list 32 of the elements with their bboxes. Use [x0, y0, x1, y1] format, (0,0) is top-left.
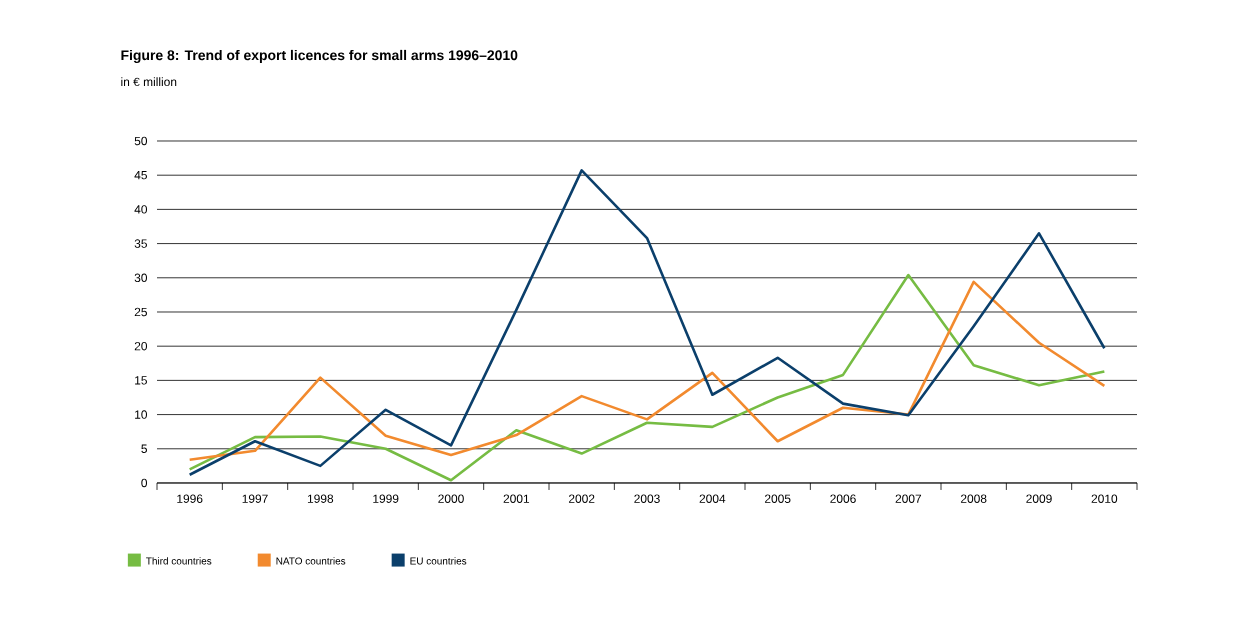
y-tick-label: 10: [135, 410, 148, 419]
x-tick-label: 1996: [177, 494, 203, 503]
x-tick-label: 1999: [373, 494, 399, 503]
x-tick-label: 2001: [503, 494, 530, 503]
x-tick-label: 2006: [830, 494, 856, 503]
y-tick-label: 50: [134, 136, 148, 146]
y-tick-label: 5: [141, 444, 147, 453]
legend-label: EU countries: [410, 557, 467, 565]
chart-title: Figure 8: Trend of export licences for small arms 1996–2010: [121, 49, 518, 63]
x-tick-label: 2009: [1026, 494, 1052, 503]
y-tick-label: 40: [134, 205, 148, 214]
chart-subtitle: in € million: [121, 77, 177, 87]
y-tick-label: 45: [134, 171, 147, 180]
y-tick-label: 30: [134, 273, 148, 283]
x-tick-label: 1998: [307, 494, 334, 503]
y-tick-label: 35: [134, 239, 147, 248]
x-tick-label: 2002: [568, 494, 595, 503]
x-tick-label: 2008: [960, 494, 987, 503]
line-series: [188, 169, 1106, 477]
y-tick-label: 0: [141, 478, 148, 488]
x-tick-label: 2007: [895, 494, 922, 503]
y-tick-label: 15: [135, 376, 147, 385]
x-tick-label: 1997: [242, 494, 268, 503]
x-tick-label: 2010: [1091, 494, 1118, 503]
x-tick-label: 2000: [438, 494, 464, 503]
x-tick-label: 2003: [634, 494, 660, 503]
legend-label: NATO countries: [276, 557, 346, 565]
x-tick-label: 2005: [764, 494, 791, 503]
x-tick-label: 2004: [699, 494, 726, 503]
y-tick-label: 20: [134, 341, 148, 351]
y-tick-label: 25: [134, 307, 147, 317]
legend-label: Third countries: [146, 557, 212, 565]
